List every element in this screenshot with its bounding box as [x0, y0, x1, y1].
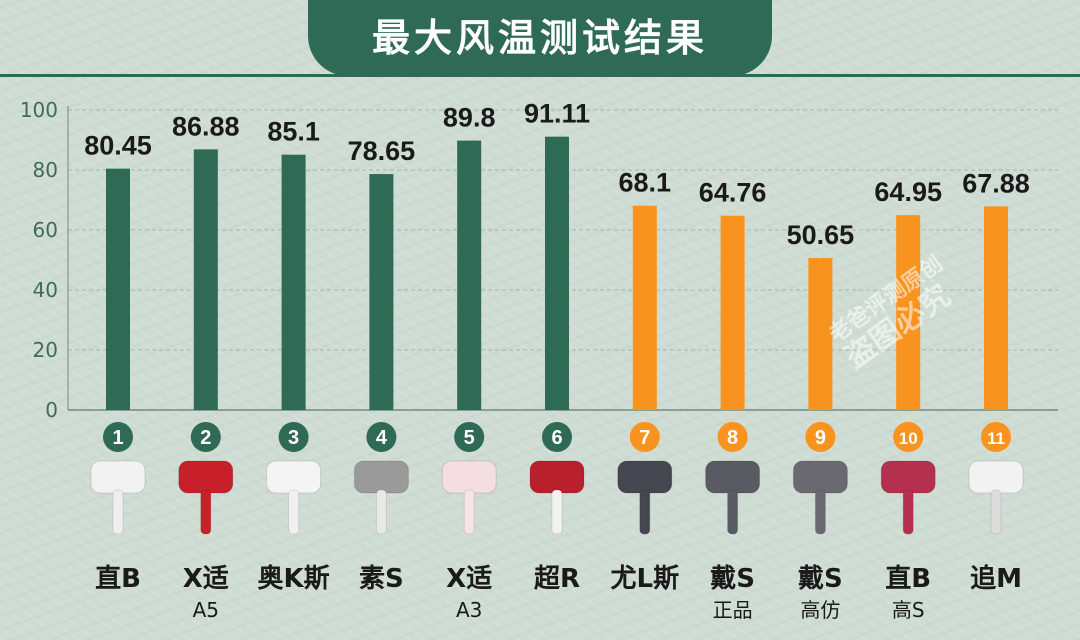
product-subname: 高仿: [800, 598, 840, 622]
hair-dryer-handle-icon: [551, 489, 563, 535]
data-label: 64.76: [699, 178, 767, 208]
y-tick-label: 80: [33, 158, 58, 182]
number-badge-label: 3: [288, 427, 299, 449]
product-name: X适: [446, 564, 492, 594]
data-label: 85.1: [267, 117, 320, 147]
hair-dryer-icon: [617, 460, 673, 494]
hair-dryer-icon: [353, 460, 409, 494]
hair-dryer-handle-icon: [990, 489, 1002, 535]
number-badge: [454, 422, 485, 452]
number-badge-label: 6: [551, 427, 562, 449]
bar: [720, 215, 745, 410]
number-badge: [103, 422, 133, 452]
bar: [632, 205, 657, 410]
hair-dryer-icon: [178, 460, 234, 494]
hair-dryer-icon: [90, 460, 146, 494]
product-subname: 正品: [713, 598, 753, 622]
bar: [896, 215, 921, 410]
hair-dryer-handle-icon: [200, 489, 212, 535]
bar: [193, 149, 218, 411]
hair-dryer-handle-icon: [639, 489, 651, 535]
product-name: 素S: [359, 564, 404, 594]
product-name: 尤L斯: [611, 564, 680, 594]
product-name: 戴S: [710, 563, 755, 594]
number-badge: [542, 422, 572, 452]
data-label: 64.95: [874, 177, 942, 207]
data-label: 67.88: [962, 168, 1030, 198]
product-name: X适: [183, 564, 229, 594]
data-label: 86.88: [172, 111, 240, 141]
hair-dryer-handle-icon: [288, 489, 300, 535]
hair-dryer-icon: [705, 460, 761, 494]
hair-dryer-handle-icon: [375, 489, 387, 535]
number-badge-label: 4: [376, 427, 388, 449]
number-badge: [981, 422, 1011, 452]
product-subname: 高S: [892, 598, 925, 622]
data-label: 91.11: [524, 99, 590, 129]
product-name: 追M: [970, 563, 1022, 594]
hair-dryer-icon: [968, 460, 1024, 494]
header-rule: [0, 74, 1080, 77]
number-badge-label: 9: [815, 427, 826, 449]
product-name: 直B: [95, 564, 141, 594]
number-badge: [278, 422, 309, 452]
product-subname: A5: [193, 598, 219, 622]
number-badge-label: 1: [112, 427, 123, 449]
hair-dryer-icon: [529, 460, 585, 494]
y-tick-label: 0: [45, 398, 58, 422]
chart-title: 最大风温测试结果: [371, 16, 708, 60]
bar: [545, 136, 569, 411]
y-tick-label: 100: [20, 98, 58, 122]
data-label: 89.8: [443, 103, 496, 133]
y-tick-label: 40: [33, 278, 58, 302]
data-label: 78.65: [348, 136, 416, 166]
hair-dryer-handle-icon: [902, 489, 914, 535]
bar: [106, 168, 130, 410]
y-tick-label: 60: [33, 218, 58, 242]
number-badge: [893, 422, 924, 452]
number-badge-label: 2: [200, 427, 211, 449]
number-badge-label: 10: [899, 429, 918, 448]
number-badge-label: 11: [987, 429, 1005, 448]
bar: [984, 206, 1008, 410]
bar: [457, 140, 482, 410]
hair-dryer-handle-icon: [112, 489, 124, 535]
hair-dryer-icon: [792, 460, 848, 494]
title-banner: 最大风温测试结果: [308, 0, 772, 76]
product-name: 奥K斯: [258, 563, 330, 594]
hair-dryer-handle-icon: [727, 489, 739, 535]
product-name: 直B: [885, 564, 931, 594]
number-badge: [805, 422, 836, 452]
product-name: 戴S: [798, 563, 843, 594]
product-subname: A3: [456, 598, 482, 622]
number-badge: [190, 422, 221, 452]
bar: [369, 174, 394, 410]
data-label: 68.1: [619, 168, 672, 198]
hair-dryer-handle-icon: [814, 489, 826, 535]
number-badge: [629, 422, 660, 452]
number-badge-label: 5: [464, 427, 475, 449]
product-name: 超R: [534, 564, 580, 594]
hair-dryer-icon: [266, 460, 322, 494]
data-label: 80.45: [84, 131, 152, 161]
number-badge: [366, 422, 397, 452]
bar: [281, 154, 306, 410]
y-tick-label: 20: [33, 338, 58, 362]
hair-dryer-handle-icon: [463, 489, 475, 535]
data-label: 50.65: [787, 220, 855, 250]
number-badge-label: 8: [727, 427, 738, 449]
hair-dryer-icon: [441, 460, 497, 494]
number-badge-label: 7: [639, 427, 650, 449]
number-badge: [717, 422, 748, 452]
bar: [808, 258, 833, 410]
hair-dryer-icon: [880, 460, 936, 494]
